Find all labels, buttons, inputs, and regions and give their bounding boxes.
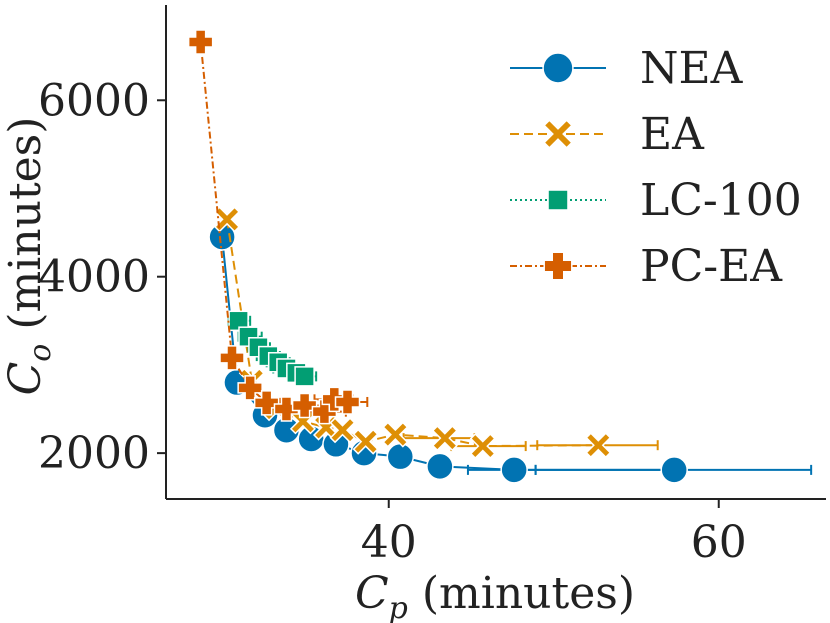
legend-marker [543, 119, 573, 149]
x-tick-label: 60 [691, 517, 747, 568]
x-tick-label: 40 [361, 517, 417, 568]
data-point-ea [352, 428, 379, 455]
data-point-pc-ea [187, 29, 214, 55]
data-point-pc-ea [334, 389, 361, 415]
legend-item-pc-ea: PC-EA [510, 241, 783, 292]
data-point-ea [585, 432, 612, 459]
data-point-pc-ea [253, 390, 280, 416]
y-tick-label: 6000 [38, 75, 150, 126]
data-point-ea [329, 417, 356, 444]
y-tick-label: 2000 [38, 428, 150, 479]
legend-label: EA [640, 109, 705, 160]
legend-item-lc-100: LC-100 [510, 175, 802, 226]
data-point-ea [469, 433, 496, 460]
data-point-nea [660, 456, 688, 484]
data-point-lc-100 [294, 366, 315, 387]
legend-item-nea: NEA [510, 43, 744, 94]
legend-marker [543, 251, 573, 281]
data-point-nea [386, 442, 415, 471]
data-point-ea [213, 206, 241, 233]
legend-marker [542, 52, 574, 84]
plot-area [187, 29, 813, 484]
data-point-ea [431, 425, 458, 452]
data-point-pc-ea [219, 345, 245, 371]
y-tick-label: 4000 [38, 252, 150, 303]
legend: NEA EA LC-100 PC-EA [510, 43, 802, 292]
data-point-pc-ea [273, 396, 300, 422]
data-point-ea [382, 421, 409, 448]
y-axis-label: Co (minutes) [0, 117, 58, 396]
data-point-pc-ea [321, 386, 348, 413]
legend-label: PC-EA [640, 241, 783, 292]
data-point-nea [426, 452, 454, 481]
series-pc-ea [187, 29, 369, 425]
data-point-nea [500, 456, 528, 484]
legend-label: LC-100 [640, 175, 802, 226]
legend-label: NEA [640, 43, 744, 94]
legend-item-ea: EA [510, 109, 705, 160]
axes: 40 60 2000 4000 6000 [38, 5, 826, 568]
data-point-pc-ea [291, 392, 318, 419]
x-axis-label: Cp (minutes) [355, 568, 635, 623]
legend-marker [547, 189, 569, 211]
